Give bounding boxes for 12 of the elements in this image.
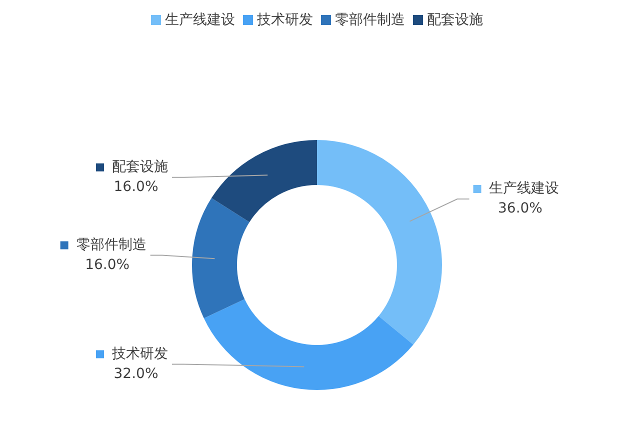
data-label: 32.0%: [114, 366, 158, 382]
data-label: 36.0%: [498, 200, 542, 217]
data-label: 16.0%: [114, 179, 158, 196]
category-label: 生产线建设: [165, 12, 235, 28]
category-label: 配套设施: [427, 12, 483, 28]
legend-label: 生产线建设: [489, 180, 560, 197]
data-label: 16.0%: [85, 256, 130, 273]
legend-label: 技术研发: [111, 346, 168, 362]
legend-label: 配套设施: [112, 159, 168, 176]
category-label: 零部件制造: [335, 12, 405, 28]
category-label: 技术研发: [257, 12, 313, 28]
legend-label: 零部件制造: [76, 236, 146, 253]
